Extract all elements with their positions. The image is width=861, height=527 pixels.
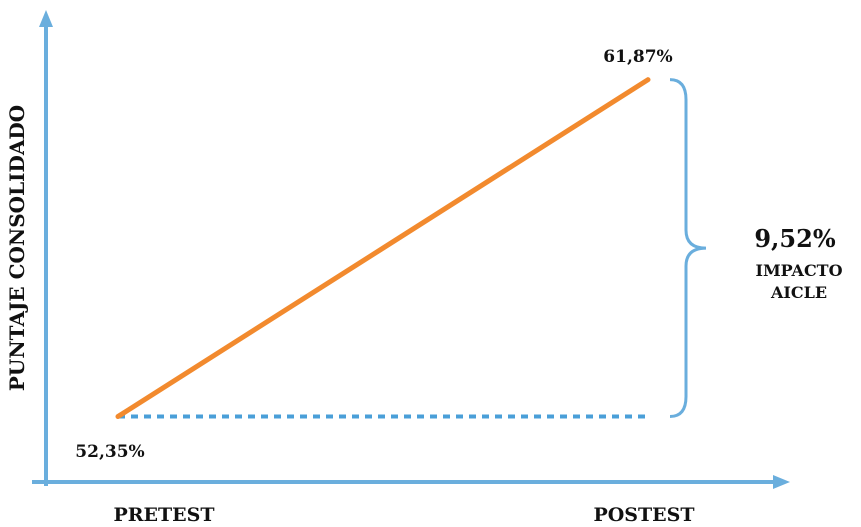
impact-label-line2: AICLE [770,283,827,302]
x-tick-label-pretest: PRETEST [113,504,214,526]
data-label-pretest: 52,35% [75,442,144,462]
series-line [115,77,651,420]
impact-value: 9,52% [754,224,835,253]
y-axis-label: PUNTAJE CONSOLIDADO [5,105,29,391]
y-axis-arrow [39,10,53,27]
x-tick-label-postest: POSTEST [593,504,694,526]
x-axis-arrow [773,475,790,489]
impact-label-line1: IMPACTO [755,261,842,280]
impact-brace [669,78,707,419]
data-label-postest: 61,87% [603,47,672,67]
